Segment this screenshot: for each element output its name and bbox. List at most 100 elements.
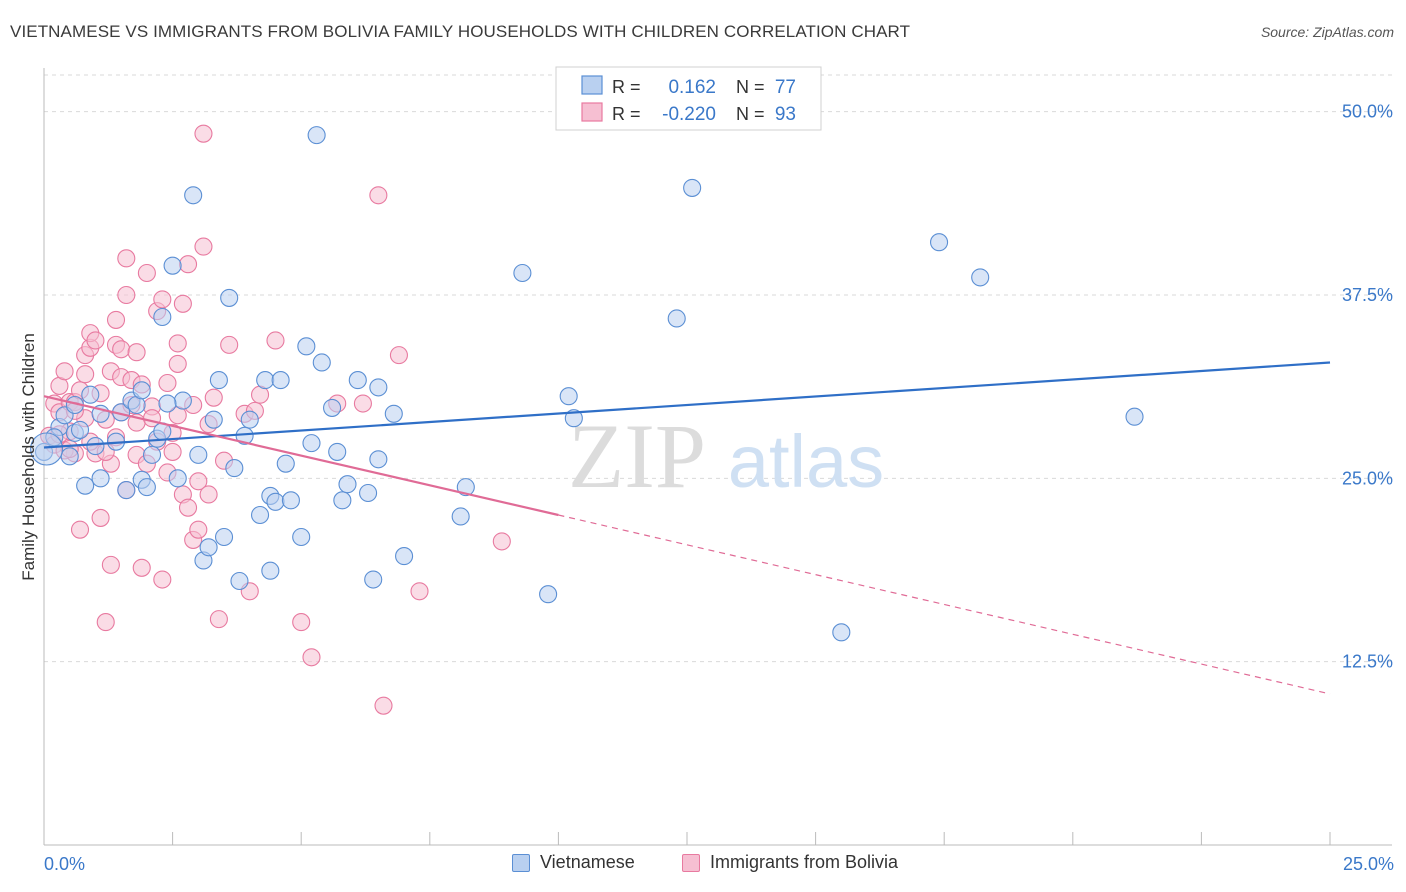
- point-vietnamese-56: [395, 547, 414, 566]
- legend-item-bolivia[interactable]: Immigrants from Bolivia: [682, 852, 898, 873]
- point-vietnamese-63: [667, 309, 686, 328]
- point-vietnamese-38: [261, 561, 280, 580]
- watermark: ZIP atlas: [568, 405, 884, 507]
- point-vietnamese-16: [137, 478, 156, 497]
- y-axis-label: Family Households with Children: [19, 333, 38, 581]
- point-vietnamese-60: [539, 585, 558, 604]
- point-vietnamese-36: [256, 371, 275, 390]
- series-bolivia-points: [40, 124, 511, 715]
- point-vietnamese-47: [328, 442, 347, 461]
- point-vietnamese-17: [142, 445, 162, 464]
- y-tick-label-2: 37.5%: [1342, 285, 1393, 305]
- point-bolivia-35: [127, 343, 146, 362]
- point-vietnamese-67: [971, 268, 990, 287]
- point-bolivia-60: [199, 485, 218, 504]
- point-vietnamese-44: [302, 434, 321, 453]
- watermark-atlas: atlas: [728, 420, 884, 503]
- point-bolivia-72: [353, 394, 372, 413]
- y-tick-labels: 12.5% 25.0% 37.5% 50.0%: [1342, 102, 1393, 672]
- point-vietnamese-46: [312, 353, 331, 372]
- point-vietnamese-40: [271, 371, 290, 390]
- point-bolivia-31: [117, 249, 136, 268]
- point-vietnamese-43: [297, 337, 316, 356]
- point-vietnamese-45: [307, 126, 326, 145]
- point-vietnamese-52: [364, 570, 383, 589]
- point-bolivia-70: [302, 648, 321, 667]
- point-bolivia-19: [91, 508, 110, 527]
- legend-swatch-bolivia-bottom: [682, 853, 700, 872]
- point-vietnamese-21: [163, 256, 182, 275]
- point-bolivia-49: [168, 334, 187, 353]
- legend-n-label-2: N =: [736, 104, 765, 124]
- point-vietnamese-41: [281, 491, 300, 510]
- point-bolivia-91: [178, 498, 198, 517]
- legend-r-label-1: R =: [612, 77, 641, 97]
- point-vietnamese-9: [91, 469, 110, 488]
- point-vietnamese-72: [132, 381, 151, 400]
- x-tick-label-max: 25.0%: [1343, 854, 1394, 874]
- legend-n-label-1: N =: [736, 77, 765, 97]
- point-bolivia-23: [101, 555, 120, 574]
- trend-lines: [43, 361, 1331, 695]
- point-vietnamese-39: [266, 492, 285, 511]
- point-vietnamese-75: [276, 454, 295, 473]
- point-bolivia-30: [117, 285, 136, 305]
- point-bolivia-50: [168, 354, 187, 373]
- point-bolivia-63: [220, 335, 239, 354]
- point-vietnamese-76: [323, 398, 342, 417]
- point-vietnamese-53: [369, 378, 388, 397]
- point-bolivia-45: [158, 373, 177, 393]
- point-vietnamese-48: [333, 491, 352, 510]
- point-vietnamese-64: [683, 178, 702, 197]
- point-vietnamese-50: [348, 371, 367, 390]
- legend-swatch-vietnamese-bottom: [512, 853, 530, 872]
- point-vietnamese-59: [513, 263, 532, 283]
- chart-source: Source: ZipAtlas.com: [1260, 24, 1394, 40]
- point-bolivia-62: [209, 610, 228, 629]
- legend-label-vietnamese: Vietnamese: [540, 852, 635, 872]
- legend-swatch-bolivia: [581, 102, 603, 122]
- legend-r-label-2: R =: [612, 104, 641, 124]
- axes: [43, 68, 1392, 846]
- point-vietnamese-35: [250, 505, 270, 525]
- point-bolivia-28: [112, 340, 131, 359]
- point-vietnamese-29: [209, 371, 228, 390]
- point-bolivia-61: [204, 388, 223, 407]
- legend-item-vietnamese[interactable]: Vietnamese: [512, 852, 635, 873]
- point-vietnamese-28: [204, 410, 223, 429]
- y-tick-label-3: 50.0%: [1342, 102, 1393, 122]
- point-vietnamese-22: [168, 469, 187, 488]
- point-vietnamese-23: [173, 391, 192, 410]
- watermark-zip: ZIP: [568, 405, 706, 507]
- point-vietnamese-25: [189, 445, 208, 464]
- point-bolivia-12: [76, 365, 95, 384]
- point-vietnamese-3: [60, 447, 79, 466]
- point-vietnamese-42: [292, 527, 311, 547]
- point-vietnamese-66: [930, 233, 949, 252]
- legend-label-bolivia: Immigrants from Bolivia: [710, 852, 899, 872]
- point-bolivia-74: [374, 696, 393, 715]
- point-bolivia-84: [189, 520, 208, 539]
- point-vietnamese-65: [832, 623, 851, 642]
- point-vietnamese-61: [559, 387, 578, 406]
- trend-line-bolivia-extended: [558, 514, 1331, 695]
- point-bolivia-76: [410, 582, 429, 601]
- point-vietnamese-73: [158, 394, 177, 413]
- point-vietnamese-71: [86, 437, 105, 456]
- point-bolivia-20: [96, 613, 115, 632]
- point-vietnamese-24: [184, 186, 203, 205]
- point-bolivia-5: [55, 362, 74, 381]
- correlation-legend: R = 0.162 N = 77 R = -0.220 N = 93: [555, 66, 822, 131]
- point-bolivia-17: [86, 331, 105, 350]
- point-vietnamese-62: [564, 409, 583, 428]
- point-vietnamese-20: [153, 307, 172, 327]
- point-bolivia-53: [178, 255, 198, 274]
- point-bolivia-43: [153, 290, 172, 309]
- point-vietnamese-7: [81, 385, 100, 404]
- point-bolivia-25: [106, 310, 126, 329]
- trend-line-bolivia: [43, 395, 559, 517]
- point-bolivia-37: [132, 558, 151, 577]
- point-vietnamese-33: [230, 571, 249, 591]
- point-bolivia-69: [292, 613, 311, 632]
